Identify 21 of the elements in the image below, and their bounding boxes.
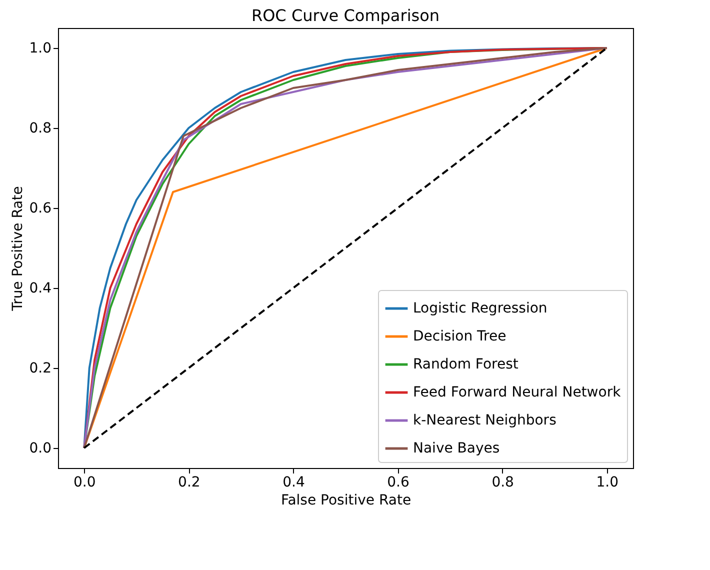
legend-label: Naive Bayes xyxy=(413,440,500,456)
chart-title: ROC Curve Comparison xyxy=(251,6,440,25)
x-tick-label: 0.2 xyxy=(178,474,200,490)
legend-label: k-Nearest Neighbors xyxy=(413,412,556,428)
y-tick-label: 0.2 xyxy=(29,360,52,376)
y-tick-label: 0.0 xyxy=(29,440,52,456)
x-tick-label: 0.0 xyxy=(74,474,96,490)
y-tick-label: 0.6 xyxy=(29,200,52,216)
x-tick-label: 0.4 xyxy=(282,474,305,490)
legend-label: Random Forest xyxy=(413,356,519,372)
y-axis-title: True Positive Rate xyxy=(10,186,26,312)
x-axis-title: False Positive Rate xyxy=(280,492,412,508)
x-tick-label: 0.6 xyxy=(387,474,410,490)
legend-label: Feed Forward Neural Network xyxy=(413,384,622,400)
y-tick-label: 1.0 xyxy=(29,40,52,56)
legend-label: Decision Tree xyxy=(413,328,506,344)
legend-label: Logistic Regression xyxy=(413,300,548,316)
y-tick-label: 0.8 xyxy=(29,120,52,136)
x-tick-label: 1.0 xyxy=(596,474,618,490)
x-tick-label: 0.8 xyxy=(492,474,514,490)
y-tick-label: 0.4 xyxy=(29,280,52,296)
